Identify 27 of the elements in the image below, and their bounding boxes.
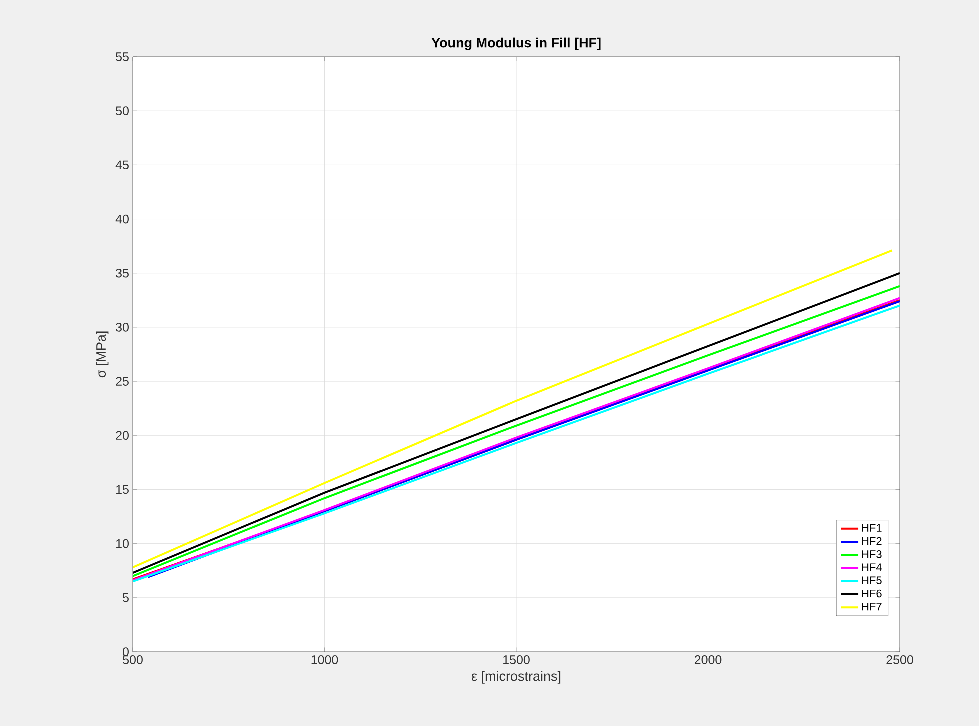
chart-title: Young Modulus in Fill [HF] <box>432 38 601 50</box>
x-tick-label: 2500 <box>886 656 914 664</box>
y-tick-label: 25 <box>116 377 129 386</box>
y-tick-label: 55 <box>116 52 129 62</box>
y-tick-label: 50 <box>116 106 129 116</box>
x-tick-label: 1000 <box>312 656 338 664</box>
y-tick-label: 0 <box>123 648 129 656</box>
legend-label: HF7 <box>862 603 882 611</box>
legend-label: HF2 <box>862 537 882 546</box>
legend-label: HF1 <box>862 524 882 532</box>
legend-label: HF3 <box>862 550 882 558</box>
legend-label: HF6 <box>862 590 882 598</box>
y-tick-label: 45 <box>116 160 129 170</box>
y-tick-label: 5 <box>123 594 129 602</box>
x-tick-label: 2000 <box>694 656 722 664</box>
y-tick-label: 15 <box>116 485 129 494</box>
y-tick-label: 35 <box>116 268 129 278</box>
x-axis-title: ε [microstrains] <box>472 671 561 684</box>
y-axis-title: σ [MPa] <box>96 332 109 378</box>
y-tick-label: 30 <box>116 323 129 332</box>
y-tick-label: 20 <box>116 431 129 440</box>
x-tick-label: 1500 <box>504 656 530 664</box>
y-tick-label: 40 <box>116 214 129 224</box>
legend-label: HF4 <box>862 564 882 572</box>
y-tick-label: 10 <box>116 539 129 548</box>
legend-label: HF5 <box>862 576 882 584</box>
x-tick-label: 500 <box>123 656 143 664</box>
